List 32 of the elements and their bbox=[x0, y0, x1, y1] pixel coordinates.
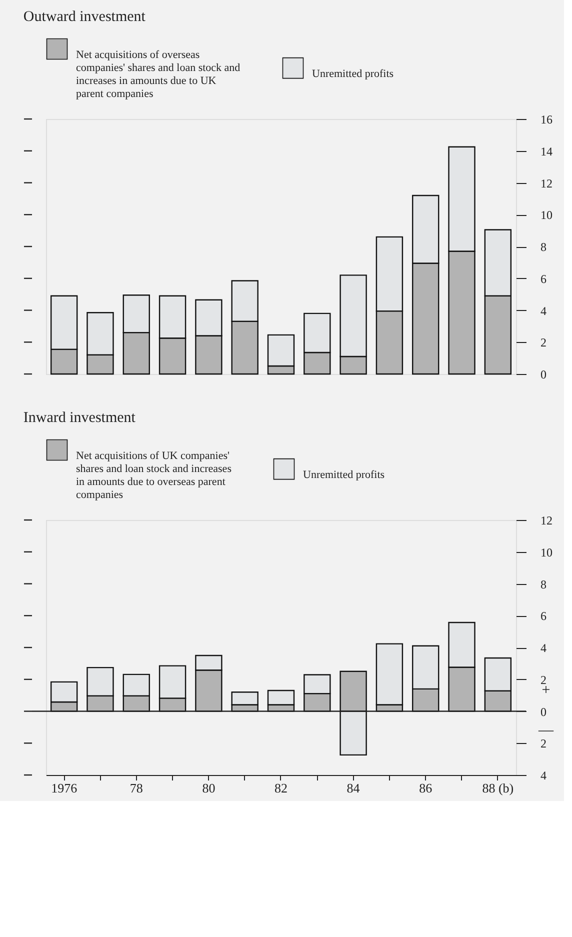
y-tick-label: 2 bbox=[540, 736, 546, 751]
y-tick-label: 16 bbox=[540, 112, 552, 126]
y-tick-label: 0 bbox=[540, 368, 546, 382]
x-tick-label: 88 (b) bbox=[482, 780, 514, 796]
y-tick-label: 2 bbox=[540, 336, 546, 350]
x-tick-label: 86 bbox=[419, 780, 433, 796]
x-tick-label: 80 bbox=[202, 780, 216, 796]
x-tick-label: 78 bbox=[130, 780, 143, 796]
legend-label: Unremitted profits bbox=[312, 68, 394, 80]
text: — bbox=[538, 722, 554, 738]
chart-title: Outward investment bbox=[23, 9, 146, 25]
y-tick-label: 8 bbox=[540, 240, 546, 254]
y-tick-label: 4 bbox=[540, 641, 546, 655]
y-tick-label: 0 bbox=[540, 704, 546, 719]
y-tick-label: 8 bbox=[540, 577, 546, 592]
y-tick-label: 4 bbox=[540, 768, 546, 782]
legend-label: Net acquisitions of overseas companies' shares and loan stock and increases in amounts due to UK parent companies bbox=[76, 49, 241, 100]
y-tick-label: 12 bbox=[540, 514, 552, 528]
x-tick-label: 84 bbox=[346, 780, 360, 796]
y-tick-label: 2 bbox=[540, 672, 546, 687]
y-tick-label: 10 bbox=[540, 545, 552, 560]
x-tick-label: 82 bbox=[274, 780, 288, 796]
y-tick-label: 6 bbox=[540, 609, 546, 624]
y-tick-label: 12 bbox=[540, 176, 552, 190]
legend-label: Unremitted profits bbox=[303, 469, 385, 482]
x-tick-label: 1976 bbox=[51, 780, 78, 796]
chart-title: Inward investment bbox=[23, 410, 136, 426]
y-tick-label: 6 bbox=[540, 272, 546, 286]
legend-label: Net acquisitions of UK companies' shares and loan stock and increases in amounts due to overseas parent companies bbox=[76, 450, 232, 501]
y-tick-label: 10 bbox=[540, 208, 552, 222]
y-tick-label: 4 bbox=[540, 304, 546, 318]
y-tick-label: 14 bbox=[540, 144, 552, 158]
